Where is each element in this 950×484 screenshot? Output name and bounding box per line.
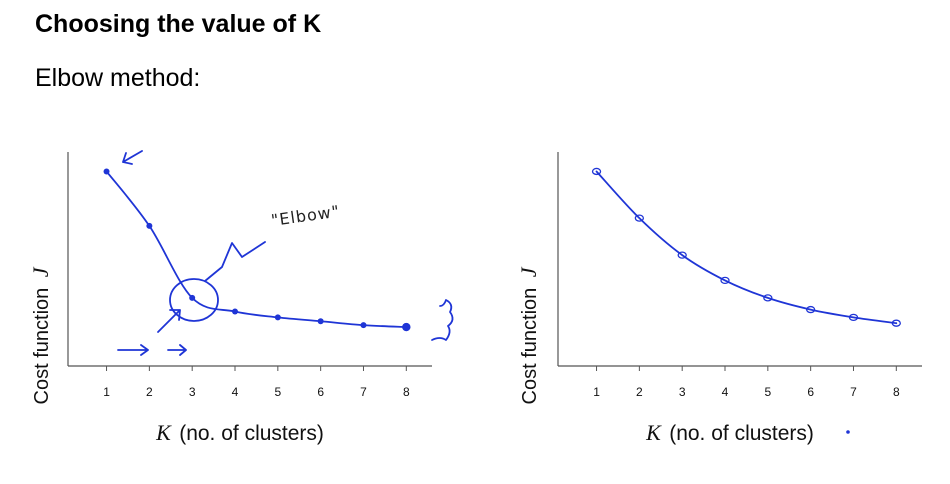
x-axis-ticks: 1 2 3 4 5 6 7 8 (593, 366, 900, 399)
elbow-pointer-arrow (157, 309, 181, 333)
data-point (634, 214, 645, 222)
svg-text:K (no. of clusters): K (no. of clusters) (155, 420, 324, 445)
data-point (360, 322, 367, 329)
data-point (848, 313, 859, 322)
x-axis-label: K (no. of clusters) (155, 420, 324, 445)
stray-ink-dot (846, 430, 850, 434)
data-point (677, 251, 687, 259)
data-point (891, 319, 901, 327)
cost-curve-points (103, 168, 411, 332)
cost-curve-line (595, 170, 898, 325)
x-tick-label: 5 (764, 385, 771, 399)
cost-curve-points (591, 167, 901, 327)
svg-text:Cost function J: Cost function J (516, 266, 541, 404)
x-tick-label: 2 (636, 385, 643, 399)
data-point (806, 305, 816, 314)
elbow-zigzag-mark (204, 241, 266, 282)
elbow-circle (169, 278, 219, 322)
x-tick-label: 1 (103, 385, 110, 399)
x-tick-label: 5 (274, 385, 281, 399)
data-point (274, 314, 281, 321)
x-axis-label-variable: K (645, 420, 662, 445)
slide-subtitle: Elbow method: (35, 64, 201, 92)
x-axis-ticks: 1 2 3 4 5 6 7 8 (103, 366, 410, 399)
x-tick-label: 6 (807, 385, 814, 399)
start-point-arrow (122, 150, 143, 165)
y-axis-label-variable: J (516, 266, 541, 277)
elbow-annotation: "Elbow" (117, 150, 454, 356)
x-axis-label-variable: K (155, 420, 172, 445)
y-axis-label-variable: J (28, 266, 53, 277)
x-tick-label: 4 (232, 385, 239, 399)
y-axis-label-text: Cost function (31, 288, 53, 405)
y-axis-label: Cost function J (28, 266, 53, 404)
elbow-label: "Elbow" (270, 201, 341, 229)
data-point (591, 167, 602, 176)
x-tick-label: 8 (403, 385, 410, 399)
data-point (763, 294, 773, 302)
end-curly-mark (431, 299, 454, 341)
svg-text:K (no. of clusters): K (no. of clusters) (645, 420, 814, 445)
x-tick-label: 3 (189, 385, 196, 399)
data-point (402, 322, 411, 332)
x-tick-label: 3 (679, 385, 686, 399)
x-tick-label: 4 (722, 385, 729, 399)
data-point (146, 222, 153, 229)
data-point (103, 168, 110, 175)
x-tick-label: 1 (593, 385, 600, 399)
x-tick-label: 8 (893, 385, 900, 399)
x-tick-label: 2 (146, 385, 153, 399)
bottom-arrows (117, 344, 187, 356)
svg-text:Cost function J: Cost function J (28, 266, 53, 404)
x-axis-label-text: (no. of clusters) (669, 422, 814, 445)
y-axis-label-text: Cost function (519, 288, 541, 405)
x-axis-label-text: (no. of clusters) (179, 422, 324, 445)
x-tick-label: 6 (317, 385, 324, 399)
x-axis-label: K (no. of clusters) (645, 420, 814, 445)
data-point (317, 318, 324, 325)
y-axis-label: Cost function J (516, 266, 541, 404)
smooth-curve-chart: Cost function J 1 2 3 4 5 6 7 8 K (no. of clust… (516, 152, 922, 445)
data-point (189, 294, 196, 301)
data-point (232, 308, 239, 315)
slide-title: Choosing the value of K (35, 10, 322, 38)
data-point (720, 276, 730, 285)
x-tick-label: 7 (850, 385, 857, 399)
x-tick-label: 7 (360, 385, 367, 399)
elbow-chart: Cost function J 1 2 3 4 5 6 7 8 "Elbow" K (no. … (28, 150, 454, 445)
cost-curve-line (105, 170, 408, 328)
